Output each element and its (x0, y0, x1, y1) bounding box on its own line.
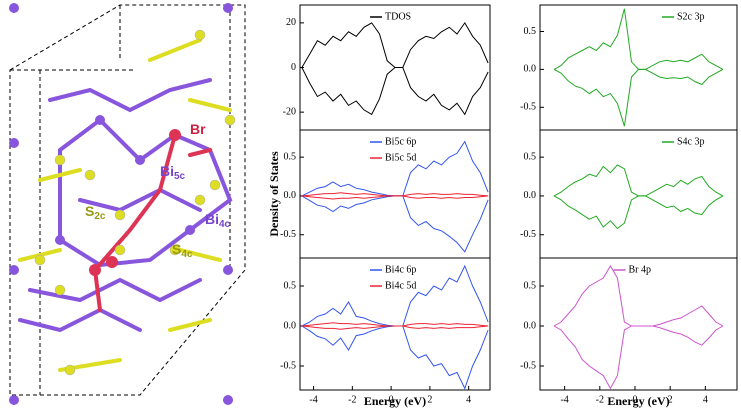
panel: 0.5 0.0 -0.5 -4 -2 0 2 4 Bi4c 6p Bi4c 5d Energy (e… (280, 257, 491, 408)
x-tick-label: 2 (668, 394, 673, 405)
y-tick-label: 0.0 (524, 64, 537, 75)
dos-line (553, 164, 724, 197)
dos-line (301, 195, 489, 253)
y-tick-label: -20 (283, 106, 296, 117)
plot-frame (539, 129, 738, 259)
panel: 20 0 -20 TDOS (283, 4, 491, 131)
atom-label: Bi5c (160, 163, 186, 182)
plot-frame (539, 257, 738, 391)
panel: 0.5 0.0 -0.5 -4 -2 0 2 4 Br 4p Energy (eV) (520, 257, 738, 408)
panel: 0.5 0.0 -0.5 S4c 3p (520, 129, 738, 259)
legend-label: S4c 3p (677, 136, 705, 147)
legend-label: Bi4c 6p (385, 264, 416, 275)
atom-sub: 4c (219, 219, 231, 230)
legend-label: TDOS (385, 11, 411, 22)
atom-sub: 5c (174, 171, 186, 182)
atom-base: Bi (205, 211, 219, 227)
dos-line (301, 21, 489, 68)
x-tick-label: -2 (348, 394, 356, 405)
y-axis-title: Density of States (267, 151, 281, 237)
legend-label: Bi5c 5d (385, 152, 416, 163)
panel: 0.5 0.0 -0.5 Bi5c 6p Bi5c 5d Density of State… (267, 129, 491, 259)
panel: 0.5 0.0 -0.5 S2c 3p (520, 4, 738, 131)
atom-base: Br (190, 121, 206, 137)
legend-label: Br 4p (629, 264, 652, 275)
atom-label: S4c (172, 241, 193, 260)
dos-line (553, 195, 724, 230)
y-tick-label: 0.0 (524, 320, 537, 331)
legend-label: Bi4c 5d (385, 280, 416, 291)
dos-line (553, 68, 724, 127)
y-tick-label: 0.0 (284, 320, 297, 331)
y-tick-label: 0.5 (524, 280, 537, 291)
dos-line (301, 140, 489, 197)
legend-label: S2c 3p (677, 11, 705, 22)
x-axis-title: Energy (eV) (607, 394, 669, 408)
dos-line (301, 325, 489, 390)
crystal-structure: Br Bi5c S2c Bi4c S4c (9, 3, 246, 405)
y-tick-label: 0 (291, 62, 296, 73)
x-tick-label: 0 (389, 394, 394, 405)
atom-sub: 2c (94, 211, 106, 222)
y-tick-label: -0.5 (280, 360, 296, 371)
x-tick-label: -2 (596, 394, 604, 405)
y-tick-label: -0.5 (280, 229, 296, 240)
plot-frame (299, 257, 491, 391)
x-tick-label: 4 (703, 394, 708, 405)
y-tick-label: 0.5 (524, 26, 537, 37)
y-tick-label: 0.5 (524, 151, 537, 162)
x-tick-label: -4 (309, 394, 317, 405)
y-tick-label: -0.5 (520, 360, 536, 371)
x-tick-label: 4 (466, 394, 471, 405)
atom-base: S (85, 203, 94, 219)
y-tick-label: -0.5 (520, 102, 536, 113)
atom-base: S (172, 241, 181, 257)
x-tick-label: 0 (632, 394, 637, 405)
dos-line (553, 325, 724, 390)
atom-label: S2c (85, 203, 106, 222)
y-tick-label: 0.5 (284, 151, 297, 162)
dos-line (301, 325, 489, 330)
x-axis-title: Energy (eV) (364, 394, 426, 408)
atom-sub: 4c (181, 249, 193, 260)
legend-label: Bi5c 6p (385, 136, 416, 147)
x-tick-label: 2 (427, 394, 432, 405)
x-tick-label: -4 (560, 394, 568, 405)
atom-label: Bi4c (205, 211, 231, 230)
atom-base: Bi (160, 163, 174, 179)
y-tick-label: 0.5 (284, 280, 297, 291)
y-tick-label: 0.0 (524, 190, 537, 201)
atom-label: Br (190, 121, 206, 137)
y-tick-label: -0.5 (520, 229, 536, 240)
dos-line (301, 195, 489, 200)
y-tick-label: 20 (286, 17, 296, 28)
y-tick-label: 0.0 (284, 190, 297, 201)
dos-line (301, 67, 489, 116)
plot-frame (539, 4, 738, 131)
